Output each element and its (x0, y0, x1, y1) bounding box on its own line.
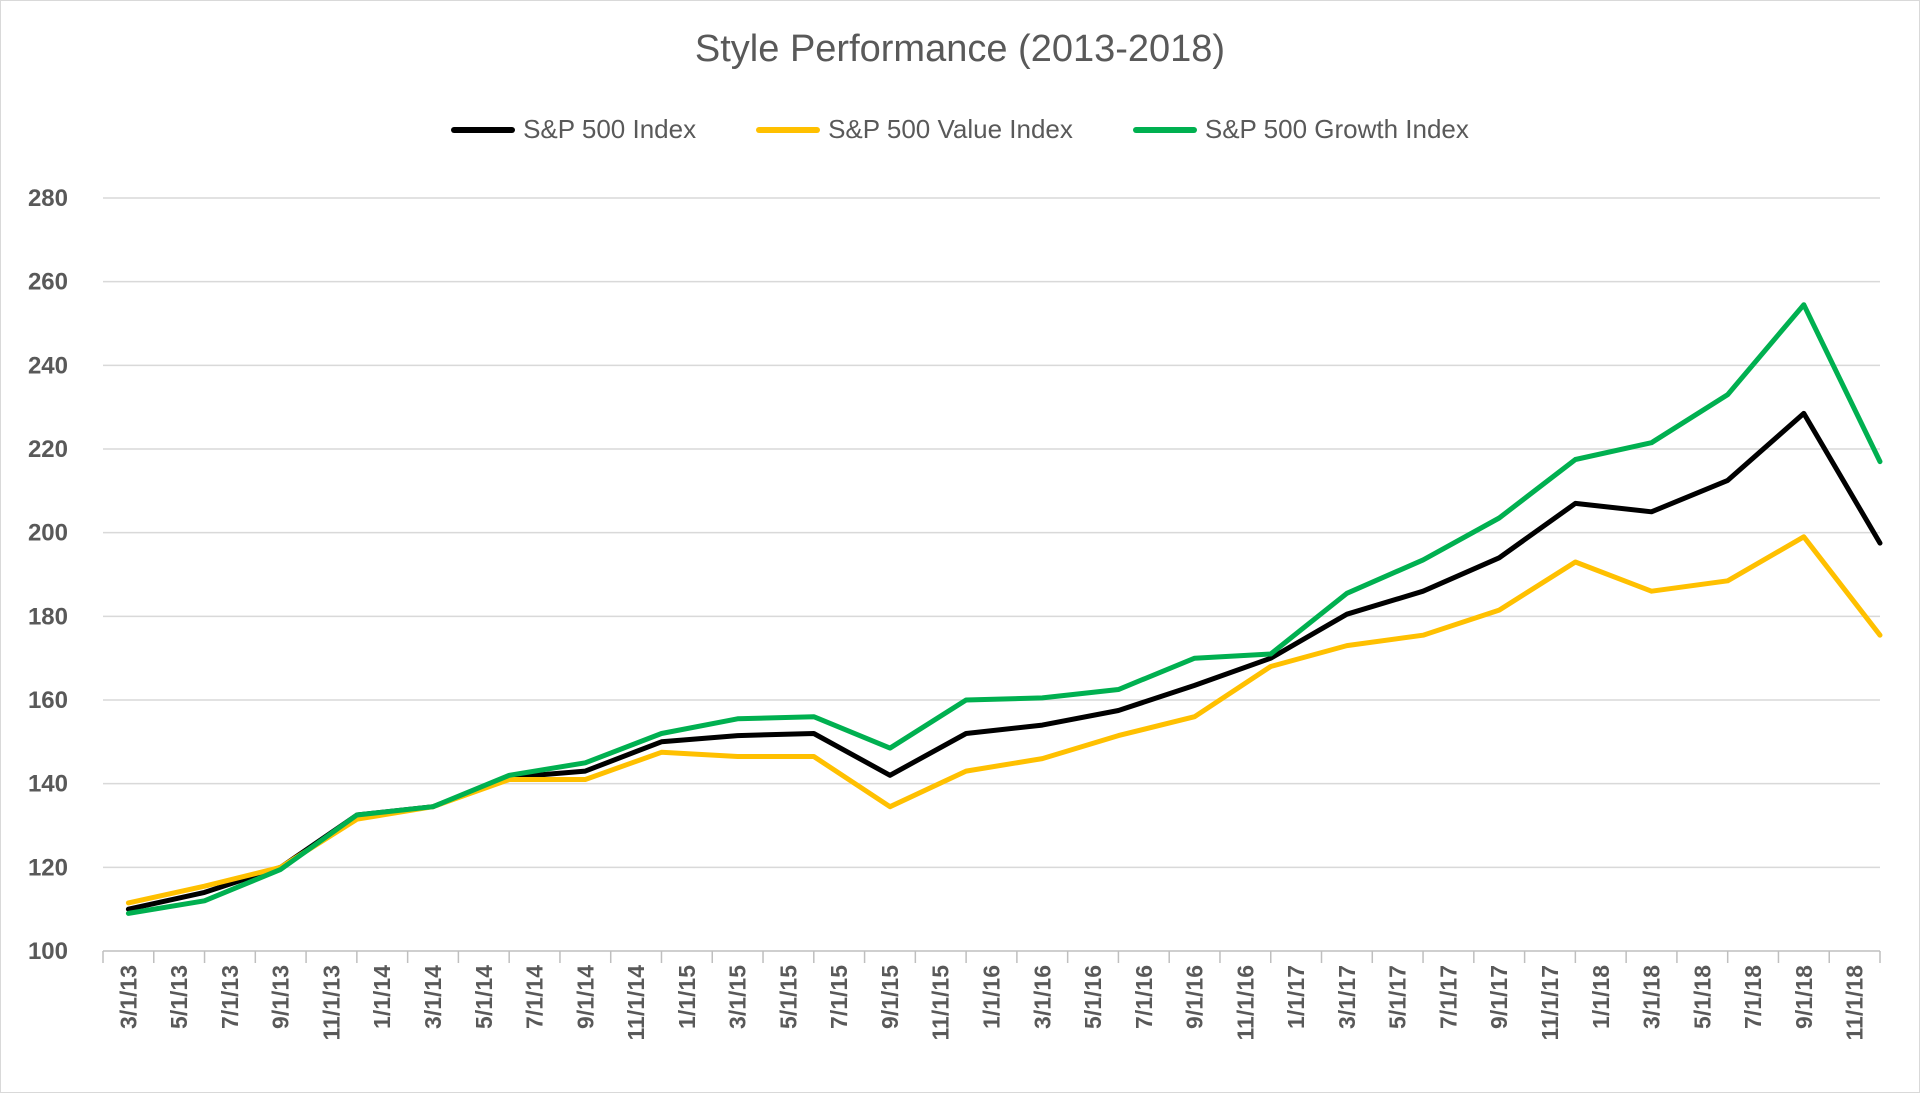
x-tick-label: 9/1/16 (1182, 965, 1208, 1029)
x-tick-label: 5/1/15 (775, 965, 801, 1029)
x-tick-label: 7/1/14 (522, 965, 548, 1029)
x-tick-label: 9/1/13 (268, 965, 294, 1029)
legend-swatch (451, 126, 516, 133)
y-tick-label: 120 (28, 854, 68, 881)
series-line (125, 410, 1883, 912)
y-axis-ticks: 100 120 140 160 180 200 220 240 260 280 (28, 185, 68, 965)
x-tick-label: 11/1/16 (1232, 965, 1258, 1040)
y-tick-label: 200 (28, 520, 68, 547)
x-tick-label: 3/1/14 (420, 965, 446, 1029)
y-tick-label: 280 (28, 185, 68, 212)
series-lines (125, 302, 1883, 916)
legend: S&P 500 Index S&P 500 Value Index S&P 500 … (0, 114, 1920, 145)
x-tick-label: 5/1/18 (1689, 965, 1715, 1029)
y-tick-label: 180 (28, 603, 68, 630)
legend-swatch (1132, 126, 1197, 133)
chart-title: Style Performance (2013-2018) (694, 28, 1226, 70)
x-tick-label: 1/1/16 (979, 965, 1005, 1029)
x-tick-label: 1/1/15 (674, 965, 700, 1029)
series-line (125, 302, 1883, 916)
y-tick-label: 260 (28, 269, 68, 296)
x-tick-label: 9/1/14 (572, 965, 598, 1029)
x-tick-label: 9/1/18 (1791, 965, 1817, 1029)
x-tick-label: 3/1/18 (1639, 965, 1665, 1029)
x-tick-label: 5/1/16 (1080, 965, 1106, 1029)
legend-label: S&P 500 Value Index (828, 114, 1073, 144)
x-tick-label: 5/1/13 (166, 965, 192, 1029)
y-tick-label: 240 (28, 352, 68, 379)
x-tick-label: 3/1/16 (1029, 965, 1055, 1029)
y-tick-label: 220 (28, 436, 68, 463)
x-tick-label: 7/1/16 (1131, 965, 1157, 1029)
x-tick-label: 11/1/17 (1537, 965, 1563, 1040)
x-axis: 3/1/13 5/1/13 7/1/13 9/1/13 11/1/13 1/1/14 3/1… (102, 950, 1881, 1041)
x-tick-label: 11/1/18 (1842, 965, 1868, 1041)
y-tick-label: 100 (28, 938, 68, 965)
gridlines (103, 197, 1880, 869)
legend-item: S&P 500 Index (451, 114, 696, 145)
x-tick-label: 7/1/15 (826, 965, 852, 1029)
x-tick-label: 11/1/13 (318, 965, 344, 1040)
x-tick-label: 7/1/17 (1435, 965, 1461, 1029)
x-tick-label: 3/1/13 (115, 965, 141, 1029)
y-tick-label: 140 (28, 771, 68, 798)
x-tick-label: 7/1/13 (217, 965, 243, 1029)
x-tick-label: 9/1/15 (877, 965, 903, 1029)
x-tick-label: 3/1/15 (725, 965, 751, 1029)
x-tick-label: 3/1/17 (1334, 965, 1360, 1029)
legend-label: S&P 500 Growth Index (1204, 114, 1469, 144)
legend-label: S&P 500 Index (523, 114, 697, 144)
x-tick-label: 9/1/17 (1486, 965, 1512, 1029)
x-tick-label: 1/1/14 (369, 965, 395, 1029)
y-tick-label: 160 (28, 687, 68, 714)
x-tick-label: 1/1/18 (1588, 965, 1614, 1029)
series-line (125, 534, 1883, 906)
x-tick-label: 11/1/14 (623, 965, 649, 1041)
legend-item: S&P 500 Growth Index (1132, 114, 1469, 145)
x-tick-label: 11/1/15 (928, 965, 954, 1041)
legend-item: S&P 500 Value Index (756, 114, 1073, 145)
legend-swatch (756, 126, 821, 133)
x-tick-label: 7/1/18 (1740, 965, 1766, 1029)
x-tick-label: 1/1/17 (1283, 965, 1309, 1029)
x-tick-label: 5/1/17 (1385, 965, 1411, 1029)
x-tick-label: 5/1/14 (471, 965, 497, 1029)
